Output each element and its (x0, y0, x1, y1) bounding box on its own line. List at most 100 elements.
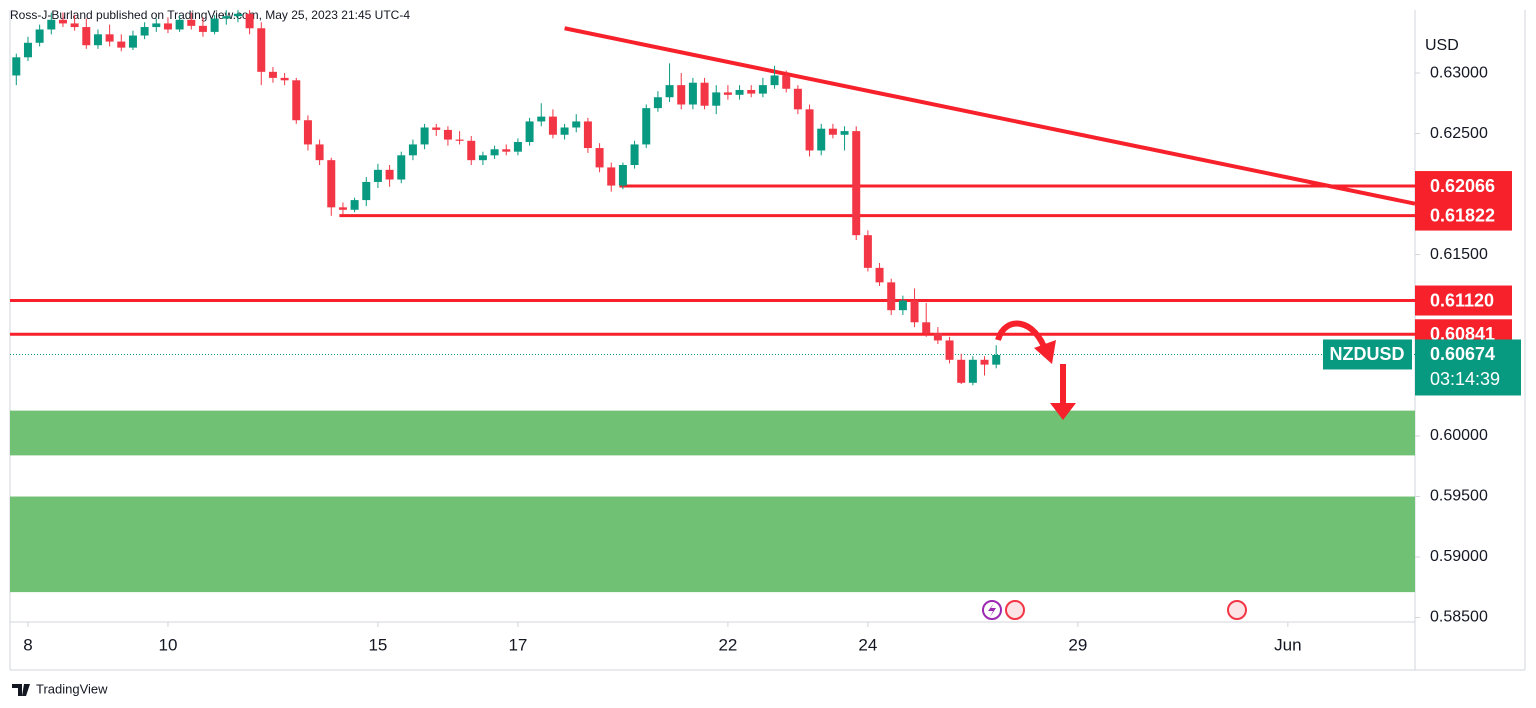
candle-body (898, 300, 907, 311)
candle-body (572, 121, 581, 128)
candle-body (712, 92, 721, 106)
candle-body (385, 169, 394, 180)
candle-body (793, 88, 802, 110)
candle-body (887, 282, 896, 311)
candle-body (863, 235, 872, 268)
header: Ross-J-Burland published on TradingView.… (10, 8, 410, 22)
candle-body (152, 23, 161, 28)
zone (10, 496, 1415, 593)
candle-body (595, 148, 604, 168)
candle-body (992, 354, 1001, 365)
candle-body (338, 207, 347, 210)
x-tick-label: 10 (158, 635, 177, 654)
arrow-head (1034, 340, 1056, 364)
candle-body (922, 322, 931, 334)
candle-body (93, 34, 102, 46)
candle-body (210, 18, 219, 32)
candle-body (233, 13, 242, 17)
candle-body (968, 359, 977, 383)
price-tag-label: 0.60841 (1430, 324, 1495, 344)
candle-body (945, 340, 954, 360)
y-tick-label: 0.63000 (1430, 64, 1488, 81)
candle-body (58, 19, 67, 24)
candle-body (245, 13, 254, 29)
candle-body (187, 19, 196, 26)
candle-body (350, 200, 359, 210)
candle-body (688, 82, 697, 105)
candle-body (513, 142, 522, 152)
candle-body (198, 25, 207, 32)
candle-body (443, 129, 452, 140)
symbol-label: NZDUSD (1330, 344, 1405, 364)
candle-body (630, 144, 639, 165)
candle-body (618, 164, 627, 186)
candle-body (502, 149, 511, 152)
candle-body (723, 92, 732, 95)
last-price-label: 0.60674 (1430, 344, 1495, 364)
last-price-tag (1415, 339, 1521, 396)
currency-label: USD (1425, 37, 1459, 54)
candle-body (747, 89, 756, 94)
candle-body (362, 181, 371, 201)
candle-body (758, 85, 767, 94)
curved-arrow (995, 320, 1049, 354)
candle-body (665, 85, 674, 98)
candle-body (257, 28, 266, 72)
candle-body (117, 41, 126, 48)
candle-body (70, 23, 79, 28)
event-icon[interactable] (1005, 600, 1025, 620)
candle-body (642, 108, 651, 145)
candle-body (420, 127, 429, 145)
candle-body (828, 128, 837, 135)
x-tick-label: 8 (23, 635, 32, 654)
y-tick-label: 0.59500 (1430, 488, 1488, 505)
candle-body (770, 75, 779, 86)
x-tick-label: 22 (718, 635, 737, 654)
candle-body (82, 27, 91, 46)
candle-body (455, 139, 464, 141)
y-tick-label: 0.60000 (1430, 427, 1488, 444)
candle-body (805, 109, 814, 151)
candle-body (852, 131, 861, 236)
x-tick-label: 29 (1068, 635, 1087, 654)
x-tick-label: Jun (1274, 635, 1301, 654)
logo (12, 684, 30, 696)
candle-body (47, 19, 56, 30)
x-tick-label: 24 (858, 635, 877, 654)
candle-body (315, 144, 324, 161)
event-icon[interactable] (1227, 600, 1247, 620)
price-tag-label: 0.62066 (1430, 176, 1495, 196)
candle-body (677, 85, 686, 105)
price-tag (1415, 200, 1512, 231)
arrow-head (1050, 403, 1076, 420)
candle-body (140, 27, 149, 36)
branding: TradingView (36, 681, 108, 696)
candle-body (222, 16, 231, 19)
candle-body (268, 71, 277, 78)
candle-body (548, 116, 557, 135)
candle-body (408, 144, 417, 156)
candle-body (560, 127, 569, 135)
candle-body (175, 19, 184, 30)
y-tick-label: 0.61500 (1430, 246, 1488, 263)
candle-body (490, 149, 499, 156)
candle-body (105, 34, 114, 42)
candle-body (163, 23, 172, 30)
candle-body (735, 89, 744, 95)
y-tick-label: 0.62500 (1430, 125, 1488, 142)
event-icon-glyph (988, 603, 996, 617)
y-tick-label: 0.59000 (1430, 548, 1488, 565)
candle-body (525, 121, 534, 143)
candle-body (957, 359, 966, 383)
candle-body (292, 80, 301, 121)
candle-body (467, 140, 476, 161)
candle-body (840, 131, 849, 135)
candle-body (537, 116, 546, 122)
x-tick-label: 17 (508, 635, 527, 654)
candle-body (432, 127, 441, 130)
candle-body (397, 155, 406, 180)
candle-body (933, 333, 942, 341)
candle-body (373, 169, 382, 182)
